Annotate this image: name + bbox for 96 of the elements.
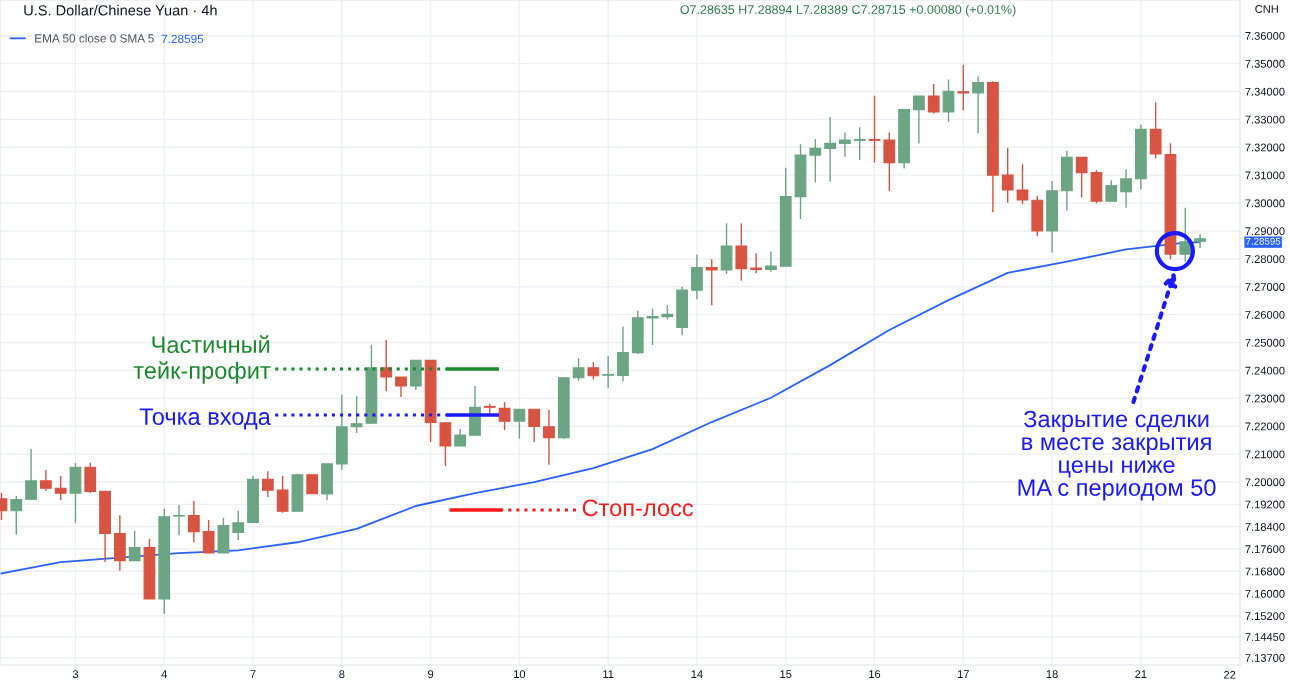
- y-tick-label: 7.13700: [1245, 654, 1285, 662]
- x-tick-label: 10: [514, 670, 526, 679]
- candlestick: [202, 519, 215, 554]
- y-tick-label: 7.17600: [1245, 545, 1285, 554]
- x-tick-label: 18: [1046, 670, 1058, 679]
- candlestick: [972, 75, 984, 135]
- x-tick-label: 4: [161, 670, 168, 678]
- x-tick-label: 21: [1135, 670, 1147, 678]
- x-tick-label: 17: [957, 670, 969, 678]
- candlestick: [1194, 233, 1206, 249]
- candlestick: [602, 355, 615, 389]
- y-tick-label: 7.20000: [1245, 478, 1285, 487]
- y-tick-label: 7.33000: [1245, 115, 1285, 124]
- candlestick: [10, 495, 23, 536]
- y-tick-label: 7.16000: [1245, 589, 1285, 598]
- candlestick: [498, 401, 511, 431]
- candlestick: [839, 131, 851, 158]
- candlestick: [1075, 156, 1088, 199]
- candlestick: [942, 78, 955, 123]
- candlestick: [572, 357, 585, 382]
- candlestick: [528, 408, 541, 443]
- candlestick: [276, 475, 289, 514]
- candlestick: [809, 138, 822, 184]
- x-tick-label: 9: [428, 670, 434, 679]
- candlestick: [913, 95, 925, 145]
- legend-label: EMA 50 close 0 SMA 5: [35, 33, 154, 43]
- x-tick-label: 14: [691, 670, 703, 678]
- candlestick: [853, 126, 866, 161]
- candlestick: [765, 250, 777, 273]
- candlestick: [395, 376, 407, 398]
- candlestick: [306, 474, 319, 495]
- y-tick-label: 7.14450: [1245, 633, 1285, 641]
- candlestick: [883, 131, 896, 192]
- candlestick: [1105, 179, 1118, 202]
- candlestick: [1001, 147, 1014, 204]
- candlestick: [720, 222, 733, 275]
- ref-line-label: Точка входа: [139, 408, 271, 430]
- candlestick: [1120, 168, 1132, 209]
- y-tick-label: 7.34000: [1245, 87, 1285, 96]
- y-tick-label: 7.30000: [1245, 199, 1285, 208]
- y-tick-label: 7.18400: [1245, 522, 1285, 531]
- candlestick: [646, 307, 659, 346]
- candlestick: [1016, 163, 1029, 205]
- candlestick: [173, 504, 185, 536]
- candlestick: [927, 83, 940, 115]
- candlestick: [513, 408, 526, 440]
- y-tick-label: 7.21000: [1245, 450, 1285, 459]
- candlestick: [54, 475, 67, 501]
- annotation: O7.28635 H7.28894 L7.28389 C7.28715 +0.00080 (+0.01%): [680, 4, 1016, 17]
- x-tick-label: 15: [780, 670, 792, 679]
- candlestick: [868, 94, 881, 164]
- annotation: Закрытие сделки в месте закрытия цены ниже MA с периодом 50: [1018, 410, 1216, 501]
- candlestick: [439, 422, 452, 467]
- y-tick-label: 7.31000: [1245, 171, 1285, 180]
- chart-title: U.S. Dollar/Chinese Yuan · 4h: [24, 4, 217, 16]
- y-tick-label: 7.29000: [1245, 227, 1285, 236]
- candlestick: [543, 409, 555, 466]
- y-tick-label: 7.27000: [1245, 283, 1285, 291]
- candlestick: [232, 510, 245, 541]
- y-tick-label: 7.26000: [1245, 310, 1285, 319]
- candlestick: [350, 395, 363, 434]
- candlestick: [128, 530, 141, 562]
- x-tick-label: 11: [603, 670, 614, 678]
- y-tick-label: 7.19200: [1245, 500, 1285, 509]
- text: 22: [1224, 670, 1236, 679]
- candlestick: [39, 469, 52, 492]
- candlestick: [1179, 207, 1192, 263]
- candlestick: [750, 252, 763, 275]
- x-tick-label: 8: [339, 670, 345, 679]
- candlestick: [617, 325, 629, 383]
- y-tick-label: 7.16800: [1245, 567, 1285, 576]
- ref-line-label: Частичный тейк-профит: [133, 335, 271, 384]
- candlestick: [735, 222, 748, 282]
- y-tick-label: 7.32000: [1245, 143, 1285, 152]
- text: CNH: [1255, 5, 1278, 13]
- x-tick-label: 7: [250, 670, 256, 678]
- candlestick: [25, 448, 37, 501]
- y-tick-label: 7.22000: [1245, 422, 1285, 431]
- text: 7.28595: [1246, 237, 1281, 245]
- y-tick-label: 7.24000: [1245, 366, 1285, 375]
- ref-line-label: Стоп-лосс: [582, 499, 694, 517]
- y-tick-label: 7.15200: [1245, 612, 1285, 621]
- y-tick-label: 7.35000: [1245, 59, 1285, 68]
- annotation: 7.28595: [161, 34, 204, 44]
- y-tick-label: 7.36000: [1245, 31, 1285, 40]
- candlestick: [705, 258, 718, 306]
- candlestick: [957, 64, 970, 111]
- candlestick: [261, 470, 274, 498]
- x-tick-label: 3: [72, 670, 79, 679]
- x-tick-label: 16: [869, 670, 881, 679]
- candlestick: [824, 116, 837, 183]
- candlestick: [187, 500, 200, 543]
- candlestick: [691, 253, 703, 301]
- y-tick-label: 7.25000: [1245, 338, 1285, 347]
- y-tick-label: 7.28000: [1245, 255, 1285, 263]
- y-tick-label: 7.23000: [1245, 394, 1285, 403]
